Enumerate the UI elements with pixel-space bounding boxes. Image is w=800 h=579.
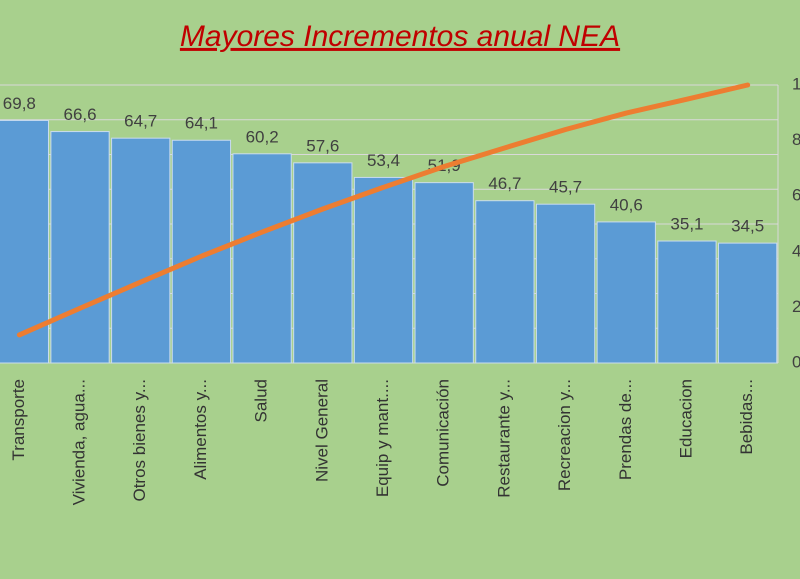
y2-tick-label: 20: [792, 297, 800, 316]
data-label: 60,2: [246, 127, 279, 146]
data-label: 69,8: [3, 94, 36, 113]
data-label: 53,4: [367, 151, 400, 170]
x-tick-label: Restaurante y...: [494, 379, 513, 498]
x-tick-label: Otros bienes y...: [130, 379, 149, 502]
x-tick-label: Comunicación: [434, 379, 453, 487]
bar: [535, 203, 596, 364]
data-label: 64,1: [185, 114, 218, 133]
x-tick-label: Recreacion y...: [555, 379, 574, 491]
bar: [353, 176, 414, 364]
data-label: 40,6: [610, 195, 643, 214]
x-tick-label: Vivienda, agua...: [70, 379, 89, 505]
data-label: 45,7: [549, 178, 582, 197]
x-tick-label: Transporte: [9, 379, 28, 461]
y2-tick-label: 40: [792, 241, 800, 260]
x-tick-label: Prendas de...: [616, 379, 635, 480]
chart-title: Mayores Incrementos anual NEA: [180, 20, 620, 53]
data-label: 64,7: [124, 112, 157, 131]
data-label: 46,7: [488, 174, 521, 193]
x-tick-label: Alimentos y...: [191, 379, 210, 480]
y2-tick-label: 100: [792, 74, 800, 93]
x-tick-label: Nivel General: [312, 379, 331, 482]
bar: [475, 200, 535, 364]
bar: [293, 162, 353, 364]
x-tick-label: Bebidas...: [737, 379, 756, 455]
data-label: 34,5: [731, 217, 764, 236]
bar: [718, 242, 778, 364]
data-label: 35,1: [670, 215, 703, 234]
bar: [50, 131, 110, 364]
cumulative-line: [16, 82, 751, 338]
x-tick-label: Educacion: [676, 379, 695, 458]
bar: [232, 153, 292, 364]
bar: [111, 137, 171, 364]
bar: [657, 240, 717, 364]
y2-tick-label: 60: [792, 186, 800, 205]
x-tick-label: Salud: [252, 379, 271, 422]
bar: [0, 119, 49, 364]
bar: [171, 139, 232, 364]
data-label: 57,6: [306, 136, 339, 155]
y2-tick-label: 0: [792, 352, 800, 371]
data-label: 66,6: [63, 105, 96, 124]
bar: [414, 182, 474, 364]
y2-tick-label: 80: [792, 130, 800, 149]
bar: [596, 221, 656, 364]
x-tick-label: Equip y mant....: [373, 379, 392, 497]
